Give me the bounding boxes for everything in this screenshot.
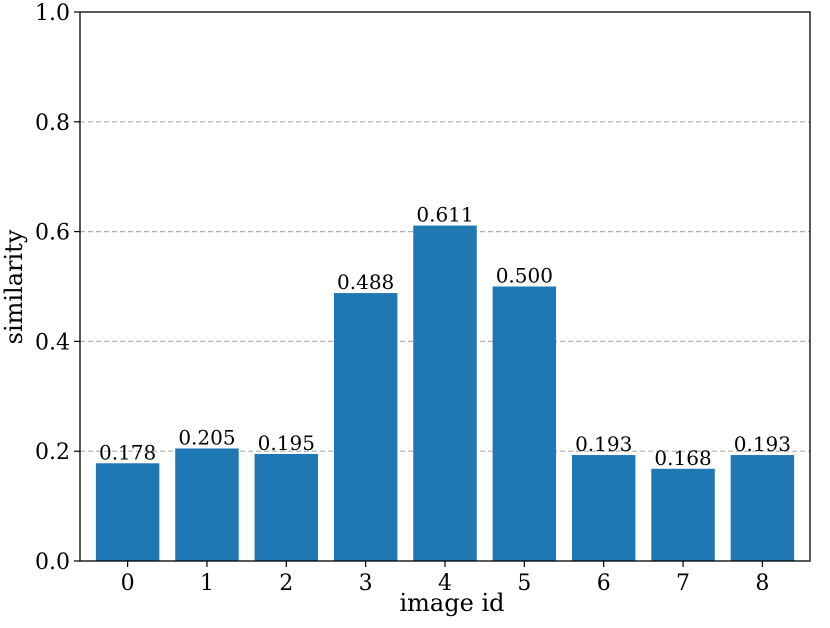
bar-6: [571, 455, 636, 561]
x-tick-label-6: 6: [597, 571, 611, 596]
x-tick-label-1: 1: [200, 571, 214, 596]
bar-5: [492, 286, 557, 561]
bar-4: [413, 225, 477, 561]
value-label-1: 0.205: [178, 425, 235, 449]
bar-7: [651, 468, 715, 561]
bars-layer: [95, 225, 795, 561]
value-label-4: 0.611: [416, 203, 473, 227]
bar-2: [254, 453, 319, 561]
x-tick-label-5: 5: [517, 571, 531, 596]
y-tick-label-4: 0.8: [35, 111, 70, 136]
x-tick-label-8: 8: [755, 571, 769, 596]
value-label-5: 0.500: [496, 264, 553, 288]
x-tick-label-4: 4: [438, 571, 452, 596]
x-tick-label-2: 2: [279, 571, 293, 596]
value-label-7: 0.168: [654, 446, 711, 470]
bar-3: [333, 293, 398, 561]
y-axis-label: similarity: [0, 229, 28, 344]
x-tick-label-3: 3: [359, 571, 373, 596]
value-label-3: 0.488: [337, 270, 394, 294]
value-label-8: 0.193: [734, 432, 791, 456]
bar-0: [95, 463, 160, 561]
value-labels-layer: 0.178 0.205 0.195 0.488 0.611 0.500 0.193 0.168…: [99, 203, 791, 470]
bar-1: [175, 448, 239, 561]
y-tick-label-2: 0.4: [35, 330, 70, 355]
value-label-2: 0.195: [258, 431, 315, 455]
value-label-6: 0.193: [575, 432, 632, 456]
y-tick-label-0: 0.0: [35, 550, 70, 575]
bar-8: [730, 455, 795, 561]
x-tick-label-0: 0: [121, 571, 135, 596]
y-tick-label-1: 0.2: [35, 440, 70, 465]
ticks-layer: 0 1 2 3 4 5 6 7 8 0.0 0.2 0.4 0.6 0.8 1.0: [35, 1, 769, 596]
x-axis-label: image id: [400, 589, 505, 617]
y-tick-label-5: 1.0: [35, 1, 70, 26]
value-label-0: 0.178: [99, 440, 156, 464]
y-tick-label-3: 0.6: [35, 221, 70, 246]
x-tick-label-7: 7: [676, 571, 690, 596]
